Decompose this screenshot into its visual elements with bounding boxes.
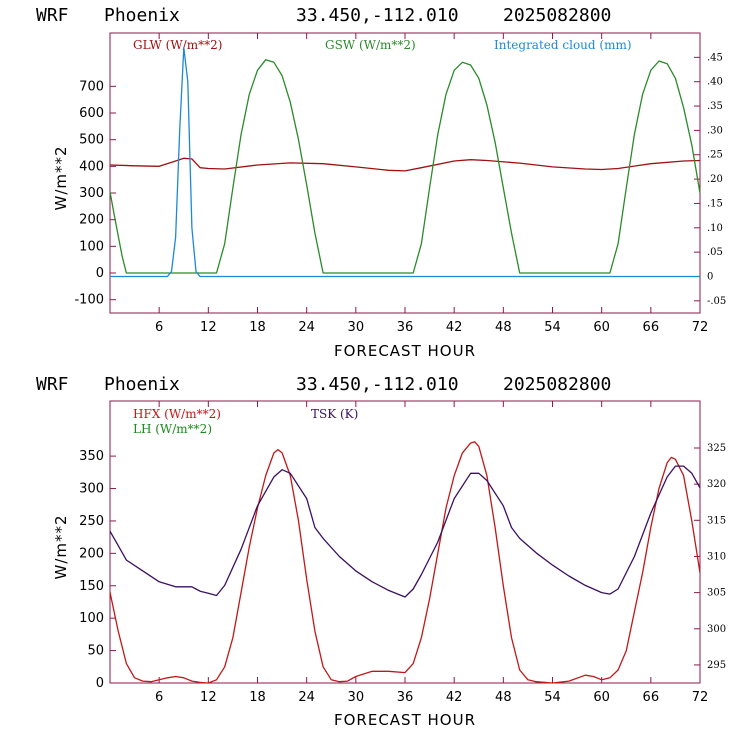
bottom-y-tick-label: 150 bbox=[79, 579, 104, 594]
bottom-station-label: Phoenix bbox=[104, 374, 180, 395]
bottom-y-tick-label: 250 bbox=[79, 514, 104, 529]
top-x-tick-label: 60 bbox=[593, 320, 610, 335]
top-x-tick-label: 18 bbox=[249, 320, 266, 335]
bottom-y2-tick-label: 305 bbox=[707, 588, 726, 599]
top-y2-tick-label: .05 bbox=[707, 247, 723, 258]
top-y2-tick-label: .20 bbox=[707, 174, 723, 185]
bottom-x-axis-title: FORECAST HOUR bbox=[334, 711, 476, 729]
legend-cloud: Integrated cloud (mm) bbox=[494, 38, 632, 52]
top-y-tick-label: 400 bbox=[79, 159, 104, 174]
bottom-y-tick-label: 350 bbox=[79, 449, 104, 464]
hfx-line bbox=[109, 441, 701, 684]
bottom-x-tick-label: 12 bbox=[200, 690, 217, 705]
bottom-y2-tick-label: 295 bbox=[707, 660, 726, 671]
chart-marks: 6 12 18 24 30 36 42 48 54 60 66 72-1000100200300400… bbox=[74, 33, 726, 705]
bottom-x-tick-label: 72 bbox=[692, 690, 709, 705]
top-x-tick-label: 24 bbox=[298, 320, 315, 335]
legend-gsw: GSW (W/m**2) bbox=[325, 38, 416, 52]
top-y2-tick-label: .35 bbox=[707, 101, 723, 112]
bottom-x-tick-label: 54 bbox=[544, 690, 561, 705]
legend-lh: LH (W/m**2) bbox=[133, 422, 212, 436]
top-run-label: 2025082800 bbox=[503, 5, 611, 26]
top-x-tick-label: 72 bbox=[692, 320, 709, 335]
bottom-x-tick-label: 60 bbox=[593, 690, 610, 705]
top-x-axis-title: FORECAST HOUR bbox=[334, 342, 476, 360]
bottom-x-tick-label: 6 bbox=[155, 690, 163, 705]
top-x-tick-label: 36 bbox=[397, 320, 414, 335]
bottom-x-tick-label: 66 bbox=[643, 690, 660, 705]
bottom-y-tick-label: 300 bbox=[79, 482, 104, 497]
bottom-y2-tick-label: 300 bbox=[707, 624, 726, 635]
top-coords-label: 33.450,-112.010 bbox=[296, 5, 459, 26]
top-x-tick-label: 66 bbox=[643, 320, 660, 335]
bottom-x-tick-label: 30 bbox=[348, 690, 365, 705]
top-y-tick-label: 500 bbox=[79, 133, 104, 148]
bottom-x-tick-label: 18 bbox=[249, 690, 266, 705]
bottom-y-tick-label: 50 bbox=[87, 644, 104, 659]
bottom-y-tick-label: 100 bbox=[79, 611, 104, 626]
cloud-line bbox=[110, 46, 700, 278]
top-x-tick-label: 6 bbox=[155, 320, 163, 335]
top-chart-header: WRF Phoenix 33.450,-112.010 2025082800 bbox=[36, 5, 611, 26]
bottom-y-axis-title: W/m**2 bbox=[52, 514, 70, 579]
top-y-tick-label: 200 bbox=[79, 213, 104, 228]
top-y-tick-label: 0 bbox=[96, 266, 104, 281]
top-station-label: Phoenix bbox=[104, 5, 180, 26]
top-y2-tick-label: 0 bbox=[707, 271, 713, 282]
bottom-y-tick-label: 0 bbox=[96, 676, 104, 691]
bottom-coords-label: 33.450,-112.010 bbox=[296, 374, 459, 395]
bottom-model-label: WRF bbox=[36, 374, 69, 395]
legend-tsk: TSK (K) bbox=[311, 407, 358, 421]
top-y-tick-label: 100 bbox=[79, 239, 104, 254]
top-y2-tick-label: .40 bbox=[707, 77, 723, 88]
bottom-run-label: 2025082800 bbox=[503, 374, 611, 395]
bottom-chart-header: WRF Phoenix 33.450,-112.010 2025082800 bbox=[36, 374, 611, 395]
top-x-tick-label: 12 bbox=[200, 320, 217, 335]
bottom-y-tick-label: 200 bbox=[79, 546, 104, 561]
bottom-legend: HFX (W/m**2) LH (W/m**2) TSK (K) bbox=[133, 407, 358, 436]
top-y-tick-label: 700 bbox=[79, 79, 104, 94]
glw-line bbox=[109, 157, 701, 172]
top-x-tick-label: 48 bbox=[495, 320, 512, 335]
legend-hfx: HFX (W/m**2) bbox=[133, 407, 221, 421]
top-y-tick-label: 300 bbox=[79, 186, 104, 201]
tsk-line bbox=[109, 465, 701, 598]
bottom-x-tick-label: 48 bbox=[495, 690, 512, 705]
top-y2-tick-label: .30 bbox=[707, 125, 723, 136]
bottom-plot-frame bbox=[109, 400, 701, 684]
top-y-axis-title: W/m**2 bbox=[52, 145, 70, 210]
gsw-line bbox=[109, 59, 701, 274]
bottom-y2-tick-label: 320 bbox=[707, 479, 726, 490]
top-legend: GLW (W/m**2) GSW (W/m**2) Integrated clo… bbox=[133, 38, 632, 52]
top-model-label: WRF bbox=[36, 5, 69, 26]
bottom-y2-tick-label: 325 bbox=[707, 443, 726, 454]
top-y-tick-label: 600 bbox=[79, 106, 104, 121]
top-y-tick-label: -100 bbox=[74, 293, 104, 308]
bottom-y2-tick-label: 310 bbox=[707, 551, 726, 562]
top-x-tick-label: 30 bbox=[348, 320, 365, 335]
top-x-tick-label: 54 bbox=[544, 320, 561, 335]
top-y2-tick-label: .45 bbox=[707, 52, 723, 63]
top-x-tick-label: 42 bbox=[446, 320, 463, 335]
bottom-x-tick-label: 42 bbox=[446, 690, 463, 705]
bottom-x-tick-label: 24 bbox=[298, 690, 315, 705]
legend-glw: GLW (W/m**2) bbox=[133, 38, 222, 52]
bottom-x-tick-label: 36 bbox=[397, 690, 414, 705]
bottom-y2-tick-label: 315 bbox=[707, 515, 726, 526]
top-plot-frame bbox=[109, 32, 701, 314]
top-y2-tick-label: .15 bbox=[707, 198, 723, 209]
top-y2-tick-label: .10 bbox=[707, 223, 723, 234]
top-y2-tick-label: .25 bbox=[707, 150, 723, 161]
top-y2-tick-label: -.05 bbox=[707, 296, 726, 307]
